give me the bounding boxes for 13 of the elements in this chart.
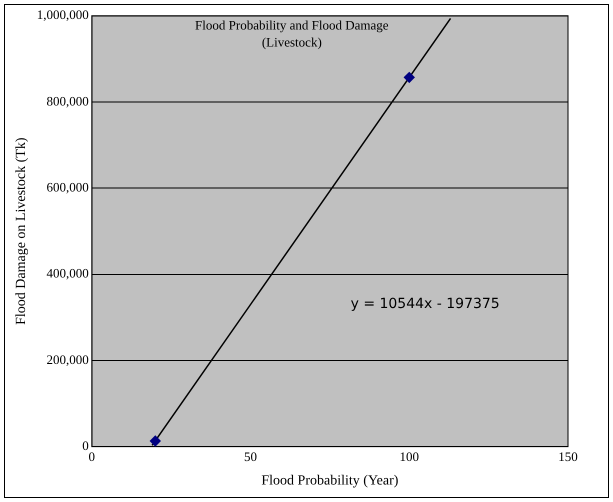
x-tick-label: 50	[244, 448, 258, 464]
y-tick-label: 400,000	[46, 266, 89, 281]
y-tick-label: 1,000,000	[36, 7, 89, 22]
text: Flood Probability and Flood Damage (Livestock)	[195, 18, 389, 50]
x-axis-title: Flood Probability (Year)	[261, 473, 399, 488]
y-tick-label: 600,000	[46, 180, 89, 195]
y-axis-title: Flood Damage on Livestock (Tk)	[14, 137, 30, 325]
y-tick-label: 0	[82, 438, 89, 454]
y-tick-label: 200,000	[46, 352, 89, 367]
annotation: y = 10544x - 197375	[350, 296, 500, 312]
x-tick-label: 150	[558, 448, 578, 464]
x-tick-label: 100	[400, 448, 420, 464]
y-tick-label: 800,000	[46, 93, 89, 108]
